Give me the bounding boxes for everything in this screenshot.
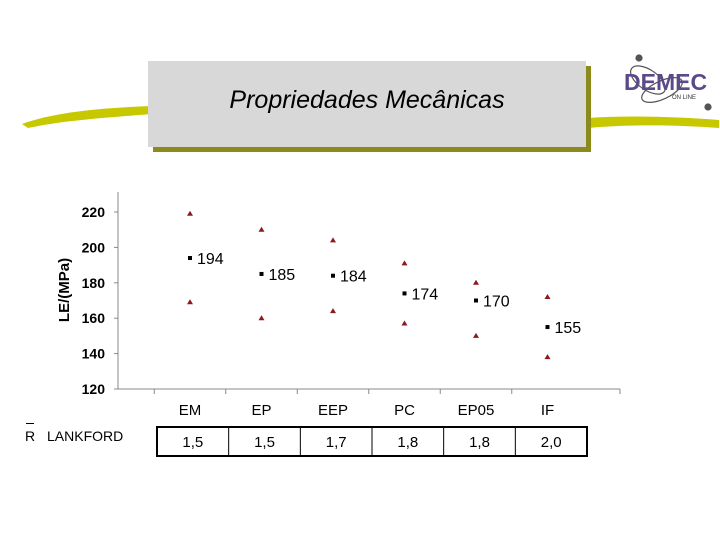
upper-lower-point — [258, 315, 265, 321]
data-label: 170 — [483, 294, 510, 311]
upper-lower-point — [544, 354, 551, 360]
x-tick-label: EM — [179, 402, 202, 419]
data-label: 184 — [340, 269, 367, 286]
logo-name: DEMEC — [624, 69, 707, 95]
upper-lower-point — [330, 308, 336, 314]
title-box: Propriedades Mecânicas — [148, 61, 586, 147]
mean-point — [331, 273, 335, 278]
x-tick-label: PC — [394, 402, 415, 419]
y-tick-label: 140 — [82, 346, 106, 362]
mean-point — [474, 298, 478, 303]
y-tick-label: 220 — [82, 204, 106, 220]
lankford-label: LANKFORD — [47, 428, 124, 444]
chart: 120 140 160 180 200 220 LE/(MPa) EM EP EEP PC EP05 I… — [56, 192, 621, 457]
x-tick-label: IF — [541, 402, 554, 419]
logo-tagline: ON LINE — [672, 95, 696, 101]
mean-point — [545, 325, 550, 330]
demec-logo: DEMEC ON LINE — [624, 54, 712, 111]
lankford-row-label: R LANKFORD — [25, 423, 124, 444]
data-label: 174 — [412, 286, 439, 303]
lankford-value: 1,8 — [469, 434, 490, 451]
data-label: 194 — [197, 251, 224, 268]
upper-lower-point — [187, 210, 193, 216]
x-tick-label: EEP — [318, 402, 348, 419]
upper-lower-point — [330, 237, 336, 243]
data-label: 155 — [555, 320, 582, 337]
y-tick-label: 120 — [82, 381, 106, 397]
upper-lower-point — [544, 293, 551, 299]
mean-point — [259, 271, 264, 276]
y-tick-label: 200 — [82, 239, 106, 255]
upper-lower-point — [187, 299, 193, 305]
lankford-value: 2,0 — [541, 434, 562, 451]
slide-title: Propriedades Mecânicas — [229, 86, 505, 114]
r-bar-symbol: R — [25, 423, 36, 444]
y-axis-label: LE/(MPa) — [56, 258, 73, 322]
data-label: 185 — [269, 267, 296, 284]
y-tick-label: 160 — [82, 310, 106, 326]
highlighter-stroke-left — [22, 106, 152, 128]
mean-point — [188, 256, 192, 261]
atom-icon — [630, 54, 712, 111]
y-tick-label: 180 — [82, 275, 106, 291]
mean-point — [402, 291, 407, 296]
x-tick-label: EP — [251, 402, 271, 419]
upper-lower-point — [473, 279, 479, 285]
upper-lower-point — [473, 332, 479, 338]
lankford-value: 1,8 — [397, 434, 418, 451]
lankford-value: 1,7 — [326, 434, 347, 451]
highlighter-stroke-right — [588, 116, 719, 128]
lankford-value: 1,5 — [182, 434, 203, 451]
upper-lower-point — [401, 260, 408, 266]
lankford-value: 1,5 — [254, 434, 275, 451]
upper-lower-point — [258, 226, 265, 232]
upper-lower-point — [401, 320, 408, 326]
x-tick-label: EP05 — [458, 402, 495, 419]
